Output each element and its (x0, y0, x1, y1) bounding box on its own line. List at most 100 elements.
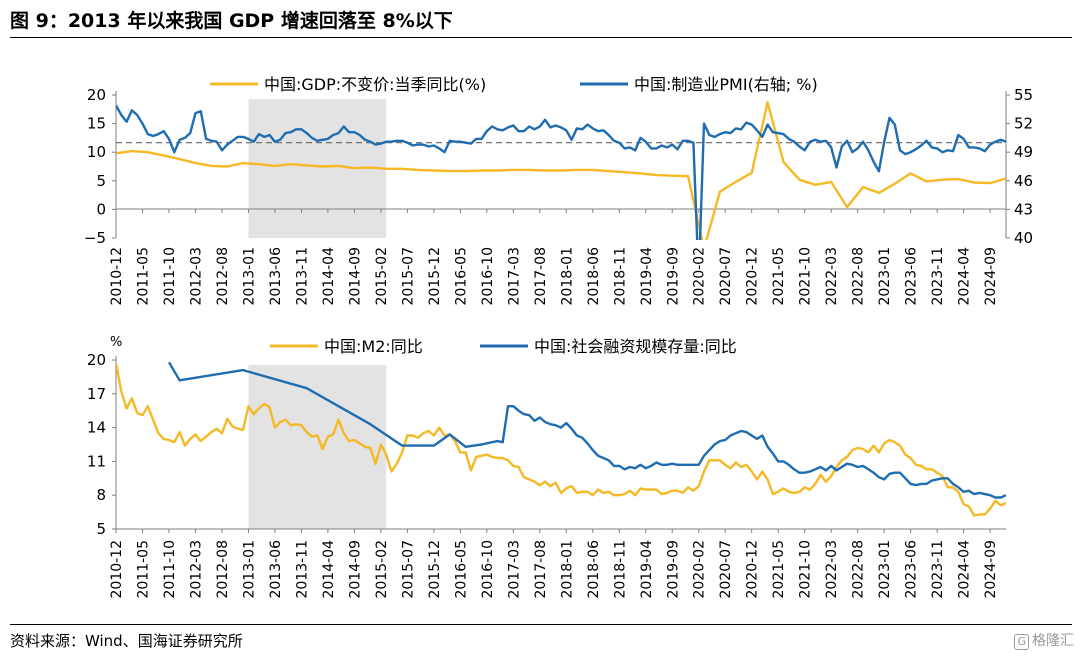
x-tick-label: 2023-01 (877, 540, 893, 599)
x-tick-label: 2018-11 (612, 540, 628, 599)
x-tick-label: 2016-05 (453, 247, 469, 306)
x-tick-label: 2021-05 (771, 540, 787, 599)
x-tick-label: 2018-06 (586, 247, 602, 306)
x-tick-label: 2018-11 (612, 247, 628, 306)
top-divider (10, 37, 1072, 38)
x-tick-label: 2014-04 (321, 540, 337, 599)
m2-tsf-chart: 20 17 14 11 8 5% 2010-12 2011-05 2011-10 2012-03 2… (87, 335, 1006, 599)
x-tick-label: 2014-04 (321, 247, 337, 306)
legend-label-1: 中国:M2:同比 (324, 337, 423, 356)
x-tick-label: 2024-04 (957, 247, 973, 306)
x-tick-label: 2024-04 (957, 540, 973, 599)
x-tick-label: 2015-02 (374, 247, 390, 306)
y-tick-label-left: 14 (87, 419, 106, 437)
y-tick-label-left: 0 (96, 200, 106, 218)
x-tick-label: 2019-09 (665, 247, 681, 306)
x-tick-label: 2020-07 (718, 540, 734, 599)
y-tick-label-left: −5 (84, 229, 106, 247)
x-tick-label: 2020-02 (692, 540, 708, 599)
x-tick-label: 2022-03 (824, 247, 840, 306)
x-tick-label: 2012-03 (188, 247, 204, 305)
x-tick-label: 2024-09 (983, 247, 999, 306)
x-tick-label: 2016-05 (453, 540, 469, 599)
y-tick-label-right: 55 (1014, 86, 1033, 104)
y-tick-label-right: 46 (1014, 172, 1033, 190)
y-tick-label-left: 8 (96, 486, 106, 504)
y-tick-label-right: 49 (1014, 143, 1033, 161)
x-tick-label: 2011-10 (162, 540, 178, 599)
y-tick-label-right: 52 (1014, 115, 1033, 133)
x-tick-label: 2023-11 (930, 247, 946, 306)
x-tick-label: 2023-06 (904, 247, 920, 306)
x-tick-label: 2023-11 (930, 540, 946, 599)
x-tick-label: 2017-08 (533, 540, 549, 599)
x-tick-label: 2022-08 (851, 247, 867, 306)
watermark-logo-icon: G (1014, 634, 1029, 650)
figure-title: 图 9：2013 年以来我国 GDP 增速回落至 8%以下 (10, 10, 453, 32)
x-tick-label: 2016-10 (480, 247, 496, 306)
y-unit-label: % (110, 335, 122, 350)
series-line-2 (116, 104, 1006, 240)
series-line-1 (116, 101, 1006, 240)
y-tick-label-left: 15 (87, 115, 106, 133)
x-tick-label: 2015-07 (400, 540, 416, 599)
legend-label-2: 中国:社会融资规模存量:同比 (534, 337, 737, 356)
x-tick-label: 2013-01 (241, 540, 257, 599)
x-tick-label: 2014-09 (347, 247, 363, 306)
x-tick-label: 2015-02 (374, 540, 390, 599)
x-tick-label: 2014-09 (347, 540, 363, 599)
x-tick-label: 2021-10 (798, 247, 814, 306)
legend-label-2: 中国:制造业PMI(右轴; %) (634, 75, 818, 94)
x-tick-label: 2019-04 (639, 540, 655, 599)
watermark: G 格隆汇 (1014, 630, 1074, 650)
y-tick-label-left: 17 (87, 385, 106, 403)
x-tick-label: 2011-10 (162, 247, 178, 306)
series-line-1 (116, 363, 1006, 517)
x-tick-label: 2015-12 (427, 247, 443, 306)
x-tick-label: 2011-05 (135, 540, 151, 599)
x-tick-label: 2020-02 (692, 247, 708, 306)
x-tick-label: 2018-06 (586, 540, 602, 599)
x-tick-label: 2022-03 (824, 540, 840, 599)
y-tick-label-left: 5 (96, 172, 106, 190)
x-tick-label: 2020-07 (718, 247, 734, 306)
y-tick-label-left: 20 (87, 351, 106, 369)
x-tick-label: 2021-10 (798, 540, 814, 599)
y-tick-label-left: 11 (87, 452, 106, 470)
x-tick-label: 2010-12 (109, 540, 125, 599)
x-tick-label: 2012-08 (215, 247, 231, 305)
x-tick-label: 2023-01 (877, 247, 893, 306)
watermark-text: 格隆汇 (1032, 633, 1074, 649)
x-tick-label: 2019-09 (665, 540, 681, 599)
x-tick-label: 2015-07 (400, 247, 416, 306)
x-tick-label: 2019-04 (639, 247, 655, 306)
y-tick-label-right: 40 (1014, 229, 1033, 247)
x-tick-label: 2013-11 (294, 540, 310, 599)
x-tick-label: 2018-01 (559, 247, 575, 306)
source-note: 资料来源：Wind、国海证券研究所 (10, 632, 243, 650)
x-tick-label: 2017-03 (506, 540, 522, 599)
bottom-divider (10, 624, 1072, 625)
x-tick-label: 2024-09 (983, 540, 999, 599)
x-tick-label: 2013-06 (268, 247, 284, 306)
x-tick-label: 2013-01 (241, 247, 257, 305)
series-line-2 (167, 361, 1006, 499)
x-tick-label: 2021-05 (771, 247, 787, 306)
x-tick-label: 2017-08 (533, 247, 549, 306)
y-tick-label-left: 5 (96, 520, 106, 538)
legend-label-1: 中国:GDP:不变价:当季同比(%) (264, 75, 486, 94)
x-tick-label: 2012-08 (215, 540, 231, 599)
x-tick-label: 2020-12 (745, 540, 761, 599)
x-tick-label: 2020-12 (745, 247, 761, 306)
y-tick-label-left: 10 (87, 143, 106, 161)
x-tick-label: 2022-08 (851, 540, 867, 599)
x-tick-label: 2016-10 (480, 540, 496, 599)
x-tick-label: 2015-12 (427, 540, 443, 599)
y-tick-label-left: 20 (87, 86, 106, 104)
x-tick-label: 2018-01 (559, 540, 575, 599)
y-tick-label-right: 43 (1014, 200, 1033, 218)
x-tick-label: 2017-03 (506, 247, 522, 306)
x-tick-label: 2013-11 (294, 247, 310, 306)
x-tick-label: 2012-03 (188, 540, 204, 599)
